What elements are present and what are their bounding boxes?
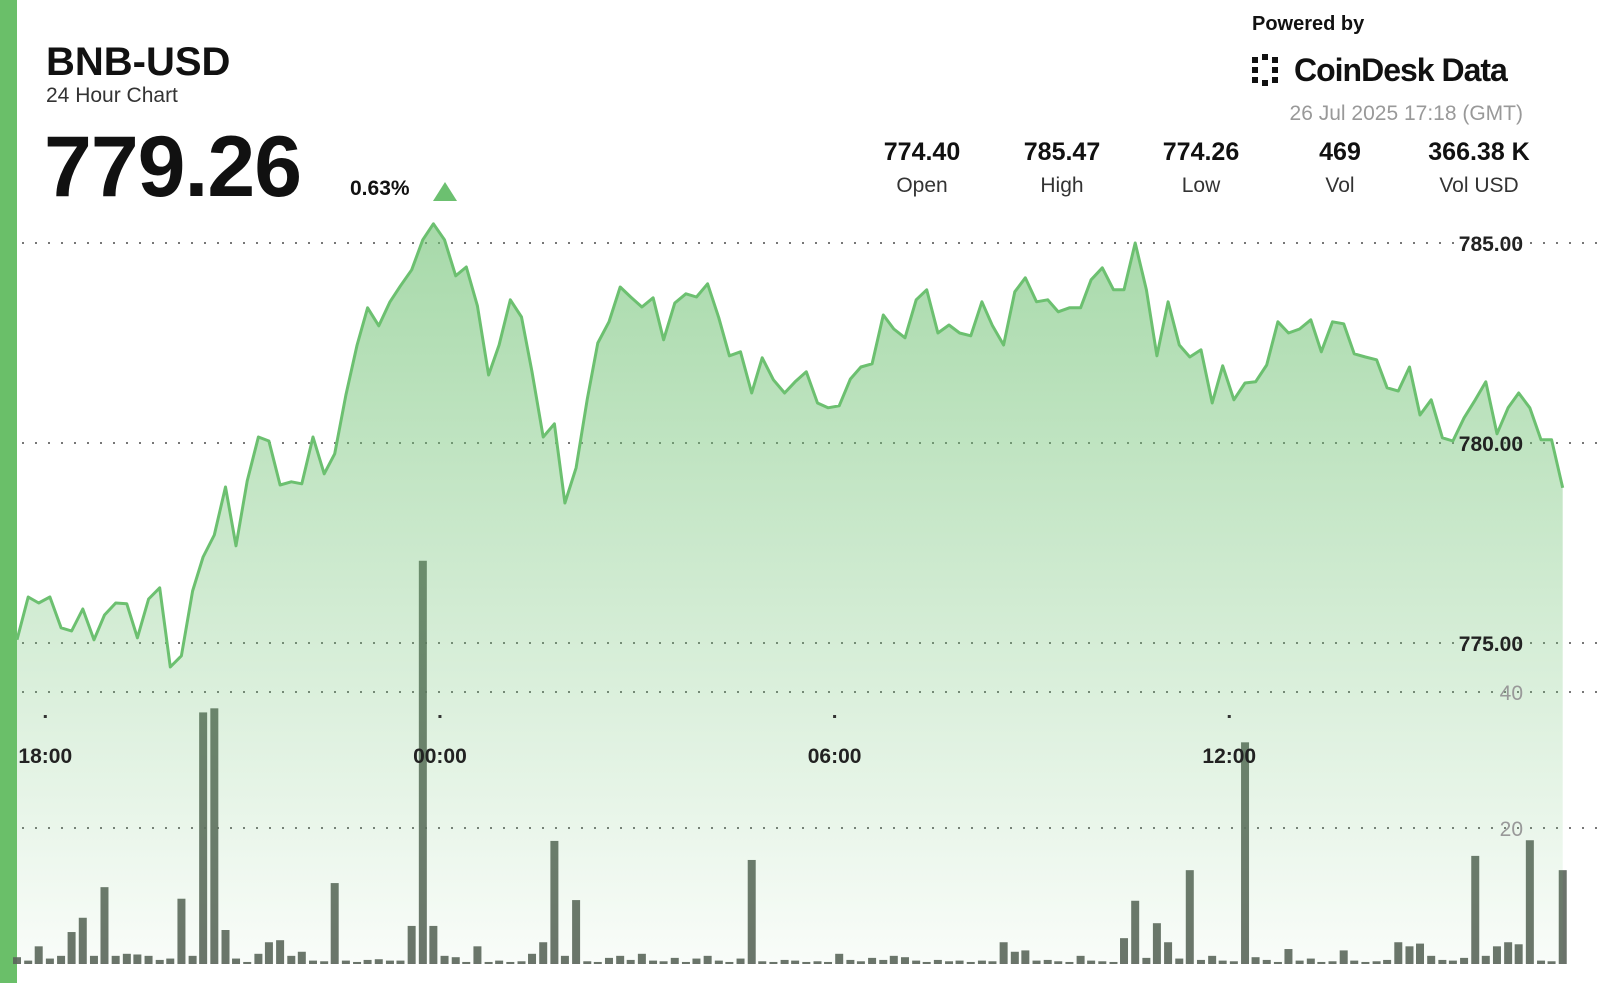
title: BNB-USD xyxy=(46,40,231,84)
brand: CoinDesk Data xyxy=(1294,52,1508,88)
subtitle: 24 Hour Chart xyxy=(46,84,178,107)
x-tick-label: 00:00 xyxy=(413,745,467,768)
volume-bar xyxy=(1558,870,1567,964)
axis-labels: 775.00 780.00 785.00 20 40 18:00 00:00 06:00 12:… xyxy=(18,233,1523,841)
x-tick xyxy=(43,715,47,718)
price-area-fill xyxy=(17,223,1563,964)
stat-label: Vol xyxy=(1325,174,1355,197)
brand-logo xyxy=(1252,54,1278,86)
up-arrow xyxy=(433,182,457,201)
x-tick-label: 12:00 xyxy=(1202,745,1256,768)
stat-value: 469 xyxy=(1319,138,1361,166)
stat-value: 774.26 xyxy=(1162,138,1240,166)
x-tick xyxy=(833,715,837,718)
stat-label: Vol USD xyxy=(1439,174,1519,197)
price-line xyxy=(15,222,1565,669)
stat-value: 774.40 xyxy=(883,138,961,166)
timestamp: 26 Jul 2025 17:18 (GMT) xyxy=(1289,102,1523,125)
x-tick-label: 18:00 xyxy=(18,745,72,768)
powered-by: Powered by xyxy=(1252,13,1365,35)
y-tick-label: 775.00 xyxy=(1459,633,1523,656)
y2-tick-label: 40 xyxy=(1500,682,1523,705)
y-tick-label: 780.00 xyxy=(1459,433,1523,456)
stat-value: 366.38 K xyxy=(1428,138,1530,166)
y2-tick-label: 20 xyxy=(1500,818,1523,841)
change: 0.63% xyxy=(350,177,410,200)
stat-label: Low xyxy=(1181,174,1221,197)
accent-bar xyxy=(0,0,17,983)
x-tick xyxy=(1227,715,1231,718)
x-tick-label: 06:00 xyxy=(808,745,862,768)
x-tick xyxy=(438,715,442,718)
stat-value: 785.47 xyxy=(1023,138,1101,166)
price-area xyxy=(15,222,1565,964)
price: 779.26 xyxy=(44,119,302,215)
stat-label: Open xyxy=(896,174,948,197)
stat-label: High xyxy=(1040,174,1084,197)
y-tick-label: 785.00 xyxy=(1459,233,1523,256)
